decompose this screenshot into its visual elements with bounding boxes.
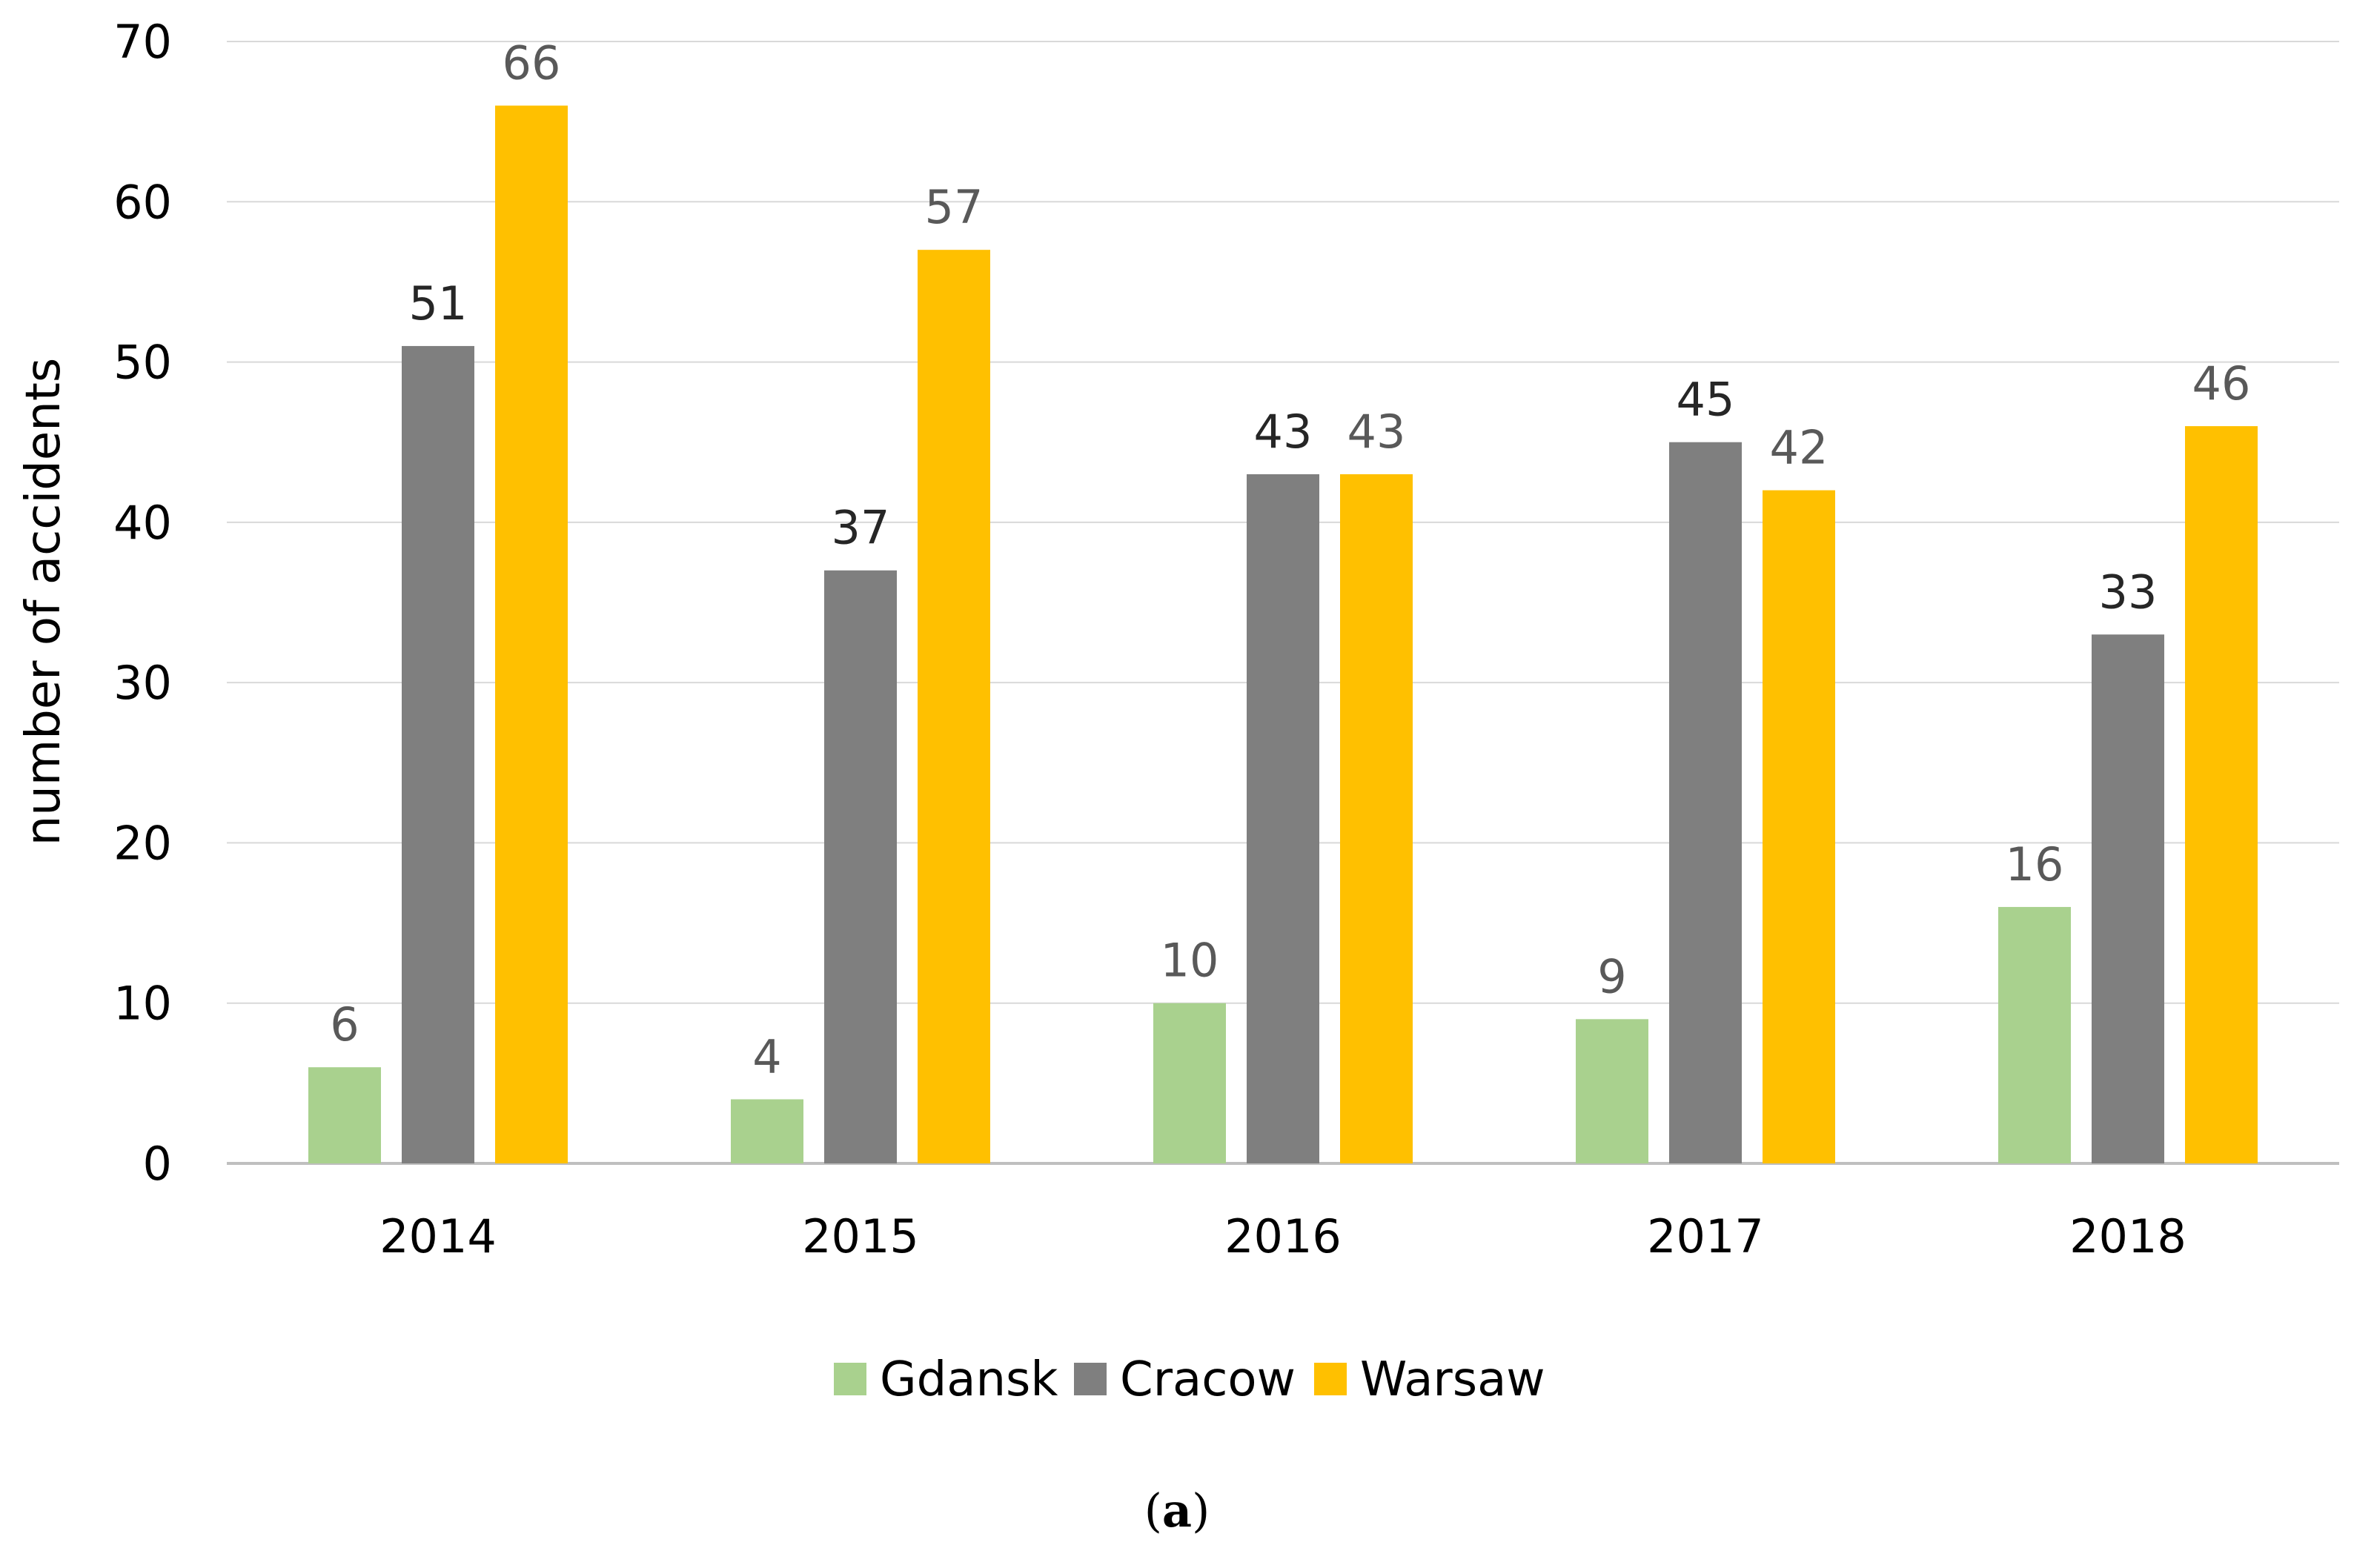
data-label-cracow-2014: 51 (409, 276, 468, 330)
data-label-warsaw-2016: 43 (1347, 405, 1406, 459)
y-tick-label: 10 (113, 977, 172, 1031)
bar-cracow-2016 (1247, 474, 1319, 1163)
bar-warsaw-2016 (1340, 474, 1413, 1163)
legend-label-gdansk: Gdansk (880, 1352, 1058, 1407)
x-tick-label: 2018 (2069, 1209, 2186, 1263)
caption-letter: a (1162, 1484, 1192, 1538)
legend-swatch-warsaw (1314, 1363, 1347, 1395)
x-tick-label: 2015 (802, 1209, 919, 1263)
bar-warsaw-2017 (1763, 490, 1835, 1163)
bar-cracow-2014 (402, 345, 474, 1163)
legend-swatch-gdansk (834, 1363, 866, 1395)
y-tick-label: 70 (113, 15, 172, 69)
legend-label-warsaw: Warsaw (1360, 1352, 1545, 1407)
data-label-gdansk-2018: 16 (2006, 837, 2064, 891)
bar-cracow-2017 (1669, 442, 1742, 1163)
y-tick-label: 50 (113, 336, 172, 390)
legend-swatch-cracow (1074, 1363, 1107, 1395)
data-label-gdansk-2017: 9 (1597, 949, 1626, 1003)
caption-close-paren: ) (1192, 1484, 1210, 1538)
data-labels: 6 51 66 4 37 57 10 43 43 9 45 42 16 33 46 (330, 36, 2250, 1084)
bar-gdansk-2015 (731, 1099, 803, 1163)
bar-gdansk-2018 (1998, 906, 2071, 1163)
x-tick-label: 2014 (379, 1209, 497, 1263)
data-label-warsaw-2014: 66 (503, 36, 561, 90)
figure-caption: (a) (1144, 1484, 1210, 1538)
data-label-cracow-2016: 43 (1254, 405, 1313, 459)
legend: Gdansk Cracow Warsaw (834, 1352, 1545, 1407)
bar-gdansk-2017 (1576, 1019, 1648, 1163)
y-tick-label: 20 (113, 816, 172, 870)
data-label-gdansk-2016: 10 (1161, 934, 1219, 988)
x-tick-label: 2017 (1647, 1209, 1764, 1263)
caption-open-paren: ( (1144, 1484, 1162, 1538)
bar-warsaw-2018 (2185, 426, 2258, 1163)
y-axis-ticks: 0 10 20 30 40 50 60 70 (113, 15, 172, 1191)
x-axis-ticks: 2014 2015 2016 2017 2018 (379, 1209, 2186, 1263)
bar-gdansk-2016 (1153, 1003, 1226, 1163)
bar-gdansk-2014 (308, 1067, 381, 1163)
data-label-cracow-2018: 33 (2099, 565, 2158, 619)
y-axis-label: number of accidents (16, 358, 71, 846)
y-tick-label: 60 (113, 175, 172, 229)
y-tick-label: 30 (113, 656, 172, 710)
data-label-warsaw-2017: 42 (1770, 421, 1829, 475)
bar-warsaw-2014 (495, 105, 568, 1163)
bar-cracow-2015 (824, 570, 897, 1163)
data-label-warsaw-2015: 57 (925, 180, 984, 234)
data-label-gdansk-2015: 4 (752, 1029, 781, 1083)
y-tick-label: 0 (143, 1137, 172, 1191)
data-label-cracow-2017: 45 (1677, 373, 1735, 427)
y-tick-label: 40 (113, 496, 172, 550)
data-label-cracow-2015: 37 (832, 501, 890, 555)
data-label-gdansk-2014: 6 (330, 997, 359, 1052)
legend-label-cracow: Cracow (1120, 1352, 1296, 1407)
x-tick-label: 2016 (1224, 1209, 1342, 1263)
bars (308, 105, 2258, 1164)
bar-warsaw-2015 (918, 250, 990, 1164)
bar-cracow-2018 (2092, 634, 2164, 1163)
data-label-warsaw-2018: 46 (2192, 356, 2251, 411)
